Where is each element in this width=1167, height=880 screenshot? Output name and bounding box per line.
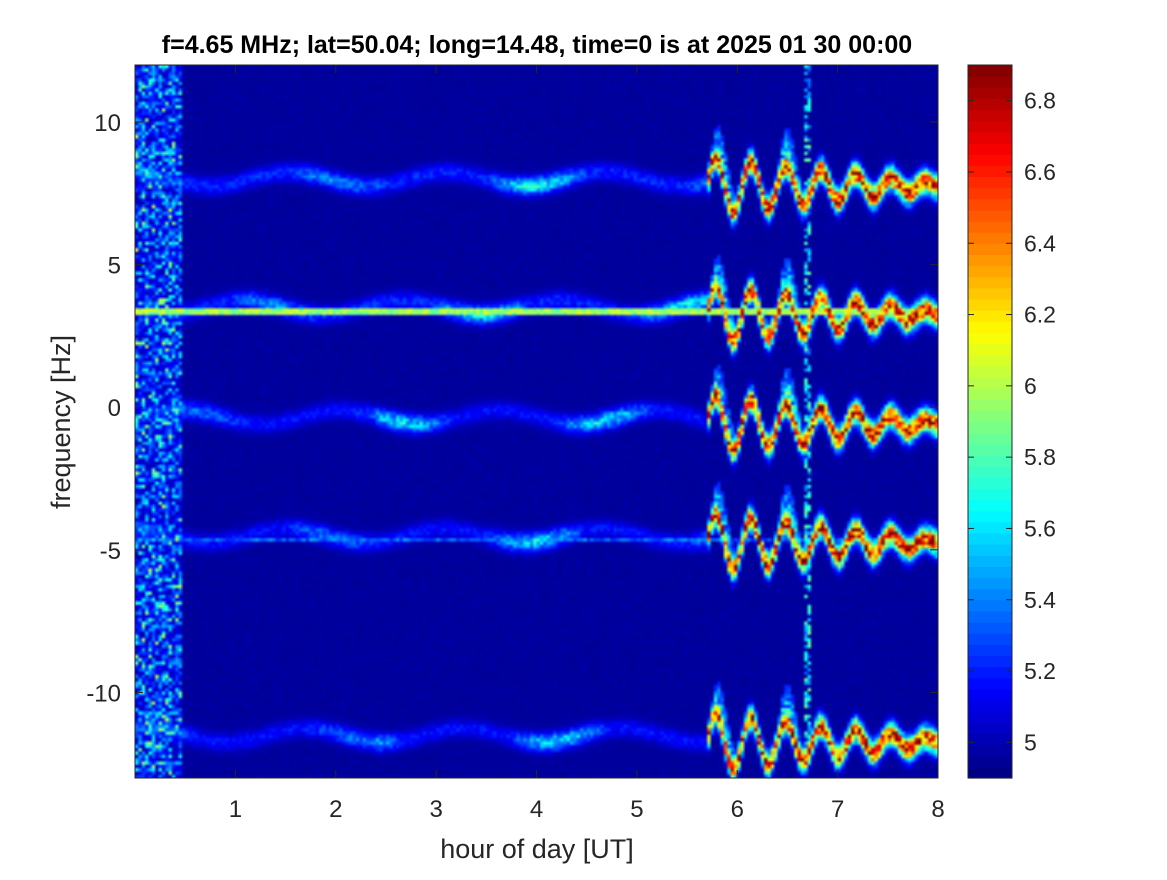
colorbar-tick-label: 5 <box>1024 729 1037 755</box>
colorbar-segment <box>968 622 1012 634</box>
colorbar-segment <box>968 354 1012 367</box>
colorbar-segment <box>968 142 1012 155</box>
colorbar-segment <box>968 599 1012 612</box>
colorbar-tick-label: 6 <box>1024 373 1037 399</box>
colorbar-segment <box>968 477 1012 489</box>
colorbar-segment <box>968 644 1012 657</box>
y-axis-label: frequency [Hz] <box>46 335 76 509</box>
colorbar-segment <box>968 499 1012 512</box>
colorbar-segment <box>968 544 1012 556</box>
x-tick-label: 1 <box>229 796 242 823</box>
colorbar-segment <box>968 276 1012 289</box>
colorbar-tick-label: 6.2 <box>1024 302 1056 328</box>
colorbar-segment <box>968 488 1012 501</box>
colorbar-segment <box>968 633 1012 645</box>
colorbar-tick-label: 5.8 <box>1024 444 1056 470</box>
colorbar-segment <box>968 332 1012 345</box>
colorbar-segment <box>968 555 1012 567</box>
colorbar-segment <box>968 131 1012 144</box>
colorbar-segment <box>968 655 1012 668</box>
colorbar-segment <box>968 443 1012 456</box>
colorbar-segment <box>968 376 1012 389</box>
y-tick-label: 0 <box>108 395 121 422</box>
colorbar-segment <box>968 688 1012 701</box>
colorbar-segment <box>968 220 1012 233</box>
spectrogram-image <box>135 65 938 778</box>
colorbar-segment <box>968 154 1012 166</box>
colorbar-segment <box>968 198 1012 211</box>
y-tick-label: -5 <box>100 538 121 565</box>
colorbar-tick-label: 5.6 <box>1024 515 1056 541</box>
colorbar-segment <box>968 711 1012 723</box>
colorbar-segment <box>968 176 1012 189</box>
colorbar-segment <box>968 209 1012 222</box>
colorbar-segment <box>968 310 1012 322</box>
x-tick-label: 7 <box>831 796 844 823</box>
colorbar-segment <box>968 109 1012 122</box>
colorbar-segment <box>968 65 1012 77</box>
colorbar-segment <box>968 232 1012 244</box>
colorbar-segment <box>968 298 1012 311</box>
colorbar-tick-label: 6.4 <box>1024 230 1056 256</box>
x-tick-label: 8 <box>931 796 944 823</box>
colorbar-segment <box>968 466 1012 478</box>
x-axis-label: hour of day [UT] <box>440 834 634 864</box>
y-tick-label: -10 <box>86 680 121 707</box>
colorbar-segment <box>968 666 1012 679</box>
colorbar-segment <box>968 566 1012 579</box>
colorbar-segment <box>968 744 1012 757</box>
colorbar-segment <box>968 98 1012 111</box>
colorbar-segment <box>968 521 1012 534</box>
y-tick-label: 5 <box>108 253 121 280</box>
colorbar-segment <box>968 432 1012 445</box>
x-tick-label: 6 <box>731 796 744 823</box>
colorbar-segment <box>968 265 1012 278</box>
colorbar-segment <box>968 254 1012 267</box>
colorbar-tick-label: 5.4 <box>1024 587 1056 613</box>
colorbar-segment <box>968 454 1012 467</box>
colorbar-segment <box>968 343 1012 356</box>
colorbar-segment <box>968 321 1012 333</box>
colorbar-segment <box>968 120 1012 133</box>
x-tick-label: 5 <box>630 796 643 823</box>
colorbar-segment <box>968 399 1012 411</box>
x-tick-label: 2 <box>329 796 342 823</box>
colorbar-border <box>967 64 1013 779</box>
colorbar-segment <box>968 76 1012 88</box>
colorbar-segment <box>968 510 1012 523</box>
colorbar-segment <box>968 421 1012 434</box>
x-axis: 1 2 3 4 5 6 7 8 <box>229 65 945 823</box>
colorbar-segment <box>968 388 1012 400</box>
spectrogram-raster <box>135 65 938 778</box>
colorbar-segment <box>968 610 1012 623</box>
x-tick-label: 4 <box>530 796 543 823</box>
colorbar-segment <box>968 187 1012 200</box>
y-tick-label: 10 <box>94 110 121 137</box>
colorbar-segment <box>968 577 1012 590</box>
x-tick-label: 3 <box>429 796 442 823</box>
colorbar-segment <box>968 532 1012 545</box>
colorbar-segment <box>968 243 1012 255</box>
colorbar-segment <box>968 722 1012 735</box>
colorbar-segment <box>968 165 1012 178</box>
chart-title: f=4.65 MHz; lat=50.04; long=14.48, time=… <box>162 31 912 59</box>
colorbar-segment <box>968 733 1012 746</box>
colorbar: 5 5.2 5.4 5.6 5.8 6 6.2 6.4 6.6 6.8 <box>967 64 1056 779</box>
colorbar-tick-label: 6.8 <box>1024 88 1056 114</box>
colorbar-segment <box>968 588 1012 601</box>
colorbar-segment <box>968 766 1012 779</box>
colorbar-segment <box>968 365 1012 378</box>
colorbar-segment <box>968 755 1012 768</box>
colorbar-segment <box>968 677 1012 690</box>
colorbar-segment <box>968 700 1012 712</box>
y-axis: -10 -5 0 5 10 <box>86 110 938 707</box>
colorbar-segment <box>968 87 1012 100</box>
colorbar-segment <box>968 287 1012 300</box>
colorbar-segment <box>968 410 1012 423</box>
colorbar-tick-label: 5.2 <box>1024 658 1056 684</box>
colorbar-tick-label: 6.6 <box>1024 159 1056 185</box>
